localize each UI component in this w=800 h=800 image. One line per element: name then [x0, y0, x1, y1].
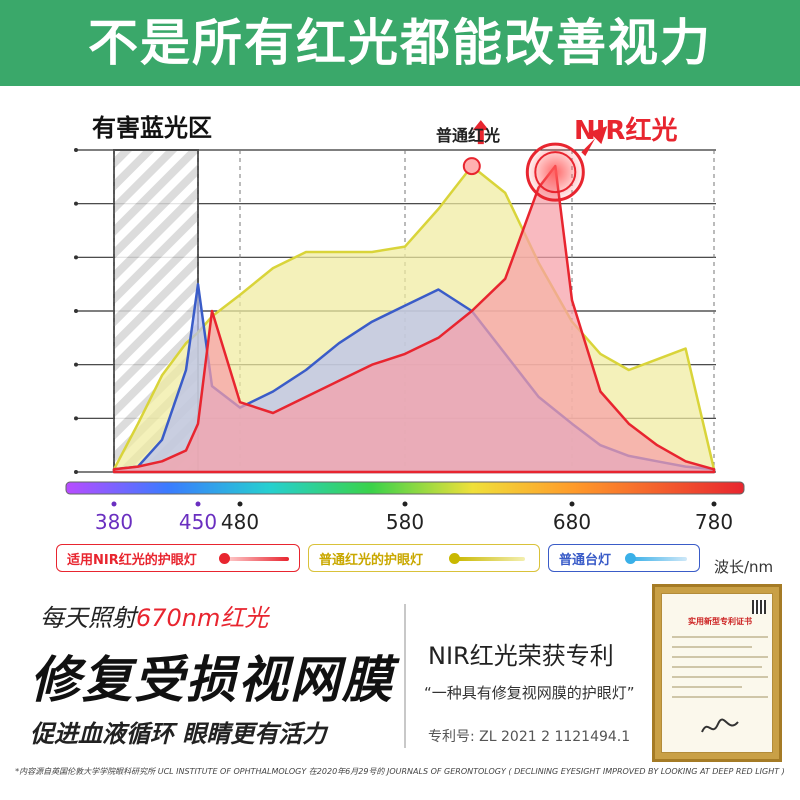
patent-title: NIR红光荣获专利: [428, 642, 614, 670]
legend-nir-label: 适用NIR红光的护眼灯: [67, 552, 197, 568]
grid-dot: [74, 255, 78, 260]
harmful-blue-zone-label: 有害蓝光区: [92, 114, 212, 142]
patent-number: 专利号: ZL 2021 2 1121494.1: [428, 729, 631, 745]
top-banner: 不是所有红光都能改善视力: [0, 0, 800, 86]
banner-title: 不是所有红光都能改善视力: [88, 14, 712, 72]
nir-arrow-icon: [581, 126, 608, 157]
legend-normal-label: 普通红光的护眼灯: [319, 552, 424, 568]
legend-normal-red-lamp: 普通红光的护眼灯: [308, 544, 540, 572]
nir-red-peak-label: NIR红光: [574, 116, 678, 146]
nir-peak-ring: [534, 151, 577, 194]
x-tick-mark: [195, 501, 201, 507]
qr-code-icon: [752, 600, 766, 614]
x-tick-mark: [711, 501, 717, 507]
divider: [404, 604, 406, 748]
daily-exposure-highlight: 670nm红光: [136, 604, 269, 632]
claims-block: 每天照射670nm红光 修复受损视网膜 促进血液循环 眼睛更有活力: [0, 596, 400, 766]
legend-desk-lamp: 普通台灯: [548, 544, 700, 572]
grid-dot: [74, 362, 78, 367]
x-tick-label: 480: [221, 510, 259, 534]
x-axis-unit: 波长/nm: [714, 558, 774, 576]
grid-dot: [74, 309, 78, 313]
legend-desk-label: 普通台灯: [559, 552, 612, 568]
legend-nir-swatch: [225, 557, 289, 561]
legend-nir-lamp: 适用NIR红光的护眼灯: [56, 544, 300, 572]
daily-exposure-prefix: 每天照射: [40, 604, 136, 632]
legend-desk-dot: [625, 553, 636, 564]
repair-retina-headline: 修复受损视网膜: [30, 651, 394, 709]
spectrum-bar: [65, 481, 745, 495]
grid-dot: [74, 470, 78, 474]
x-tick-mark: [402, 501, 408, 507]
patent-certificate-image: 实用新型专利证书: [652, 584, 782, 762]
nir-peak-glow: [525, 142, 586, 203]
x-tick-label: 450: [179, 510, 217, 534]
circulation-line: 促进血液循环 眼睛更有活力: [30, 720, 327, 748]
grid-dot: [74, 416, 78, 421]
x-tick-mark: [569, 501, 575, 507]
patent-quote: “一种具有修复视网膜的护眼灯”: [424, 684, 635, 702]
source-footnote: *内容源自英国伦敦大学学院眼科研究所 UCL INSTITUTE OF OPHT…: [15, 767, 785, 776]
legend-desk-swatch: [631, 557, 687, 561]
series-area-2: [112, 164, 716, 474]
grid-dot: [74, 201, 78, 206]
x-tick-label: 780: [695, 510, 733, 534]
x-tick-label: 680: [553, 510, 591, 534]
legend-normal-dot: [449, 553, 460, 564]
legend-normal-swatch: [455, 557, 525, 561]
legend-nir-dot: [219, 553, 230, 564]
x-tick-label: 380: [95, 510, 133, 534]
nir-peak-ring: [525, 142, 585, 202]
certificate-heading: 实用新型专利证书: [688, 617, 752, 626]
spectrum-chart: 380 450 480 580 680 780: [65, 120, 745, 534]
signature-icon: [701, 718, 739, 733]
normal-red-arrow-icon: [472, 120, 489, 145]
x-tick-mark: [237, 501, 243, 507]
grid-dot: [74, 148, 78, 152]
x-tick-mark: [111, 501, 117, 507]
daily-exposure-line: 每天照射670nm红光: [40, 598, 268, 633]
normal-red-peak-label: 普通红光: [436, 126, 501, 145]
x-tick-label: 580: [386, 510, 424, 534]
normal-red-peak-marker: [462, 157, 481, 176]
